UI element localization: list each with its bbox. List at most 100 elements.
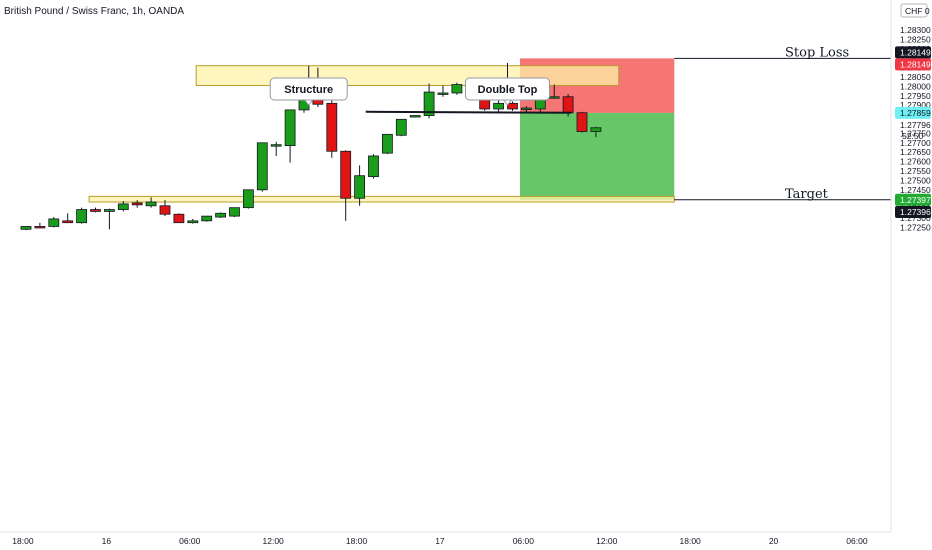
candle (20, 226, 32, 231)
bullish-candle-body (48, 218, 60, 227)
entry-price-tag-text: 1.27859 (900, 108, 931, 118)
bullish-candle-body (423, 91, 435, 116)
bearish-candle-body (340, 150, 352, 199)
y-tick-label: 1.27450 (900, 185, 931, 195)
chart-title: British Pound / Swiss Franc, 1h, OANDA (4, 6, 185, 17)
candle (229, 207, 240, 218)
y-tick-label: 1.27500 (900, 175, 931, 185)
y-tick-label: 1.27550 (900, 166, 931, 176)
target-price-tag-1 (895, 193, 931, 206)
structure-callout-tail (303, 99, 314, 106)
bullish-candle-body (521, 107, 532, 110)
bullish-candle-body (256, 142, 268, 191)
candle (368, 154, 379, 179)
candle (215, 212, 227, 218)
x-tick-label: 18:00 (680, 536, 702, 546)
bearish-candle-body (507, 102, 518, 110)
double-top-callout-text: Double Top (478, 84, 538, 96)
bullish-candle-body (590, 127, 602, 132)
bullish-candle-body (242, 189, 254, 209)
candle (173, 213, 185, 224)
y-tick-label: 1.28000 (900, 81, 931, 91)
candle (62, 213, 74, 224)
candle (409, 115, 421, 118)
y-tick-label: 1.27300 (900, 213, 931, 223)
bullish-candle-body (229, 207, 240, 217)
candle (145, 197, 157, 208)
y-tick-label: 1.27750 (900, 128, 931, 138)
target-label: Target (785, 187, 829, 202)
y-tick-label: 1.27700 (900, 138, 931, 148)
candle (576, 111, 588, 133)
candle (381, 133, 393, 155)
neckline (365, 110, 572, 114)
bullish-candle-body (381, 133, 393, 154)
bullish-candle-body (395, 118, 407, 136)
y-tick-label: 1.27796 (900, 120, 931, 130)
bearish-candle-body (326, 102, 338, 152)
bullish-candle-body (104, 209, 115, 212)
y-tick-label: 1.27650 (900, 147, 931, 157)
candle (159, 200, 171, 217)
x-tick-label: 06:00 (846, 536, 868, 546)
candle (437, 85, 449, 97)
bullish-candle-body (493, 102, 505, 110)
currency-badge (900, 3, 928, 18)
candle (187, 218, 199, 224)
candle (76, 207, 87, 224)
bullish-candle-body (145, 201, 157, 207)
candle (201, 215, 213, 222)
bearish-candle-body (159, 205, 171, 215)
stop-price-tag-1 (895, 46, 931, 59)
x-tick-label: 20 (769, 536, 779, 546)
target-price-tag-2-text: 1.27396 (900, 207, 931, 217)
countdown-label: 52:50 (902, 131, 924, 141)
candle (34, 222, 46, 229)
bullish-candle-body (270, 144, 282, 147)
y-tick-label: 1.28300 (900, 25, 931, 35)
candle (117, 201, 129, 212)
candle (507, 101, 518, 111)
bullish-candle-body (284, 109, 296, 147)
y-tick-label: 1.28250 (900, 34, 931, 44)
stop-loss-label: Stop Loss (785, 45, 849, 60)
candle (131, 200, 143, 208)
bearish-candle-body (90, 209, 101, 212)
target-box (520, 112, 675, 200)
candle (242, 189, 254, 209)
bullish-candle-body (354, 175, 366, 199)
bearish-candle-body (34, 226, 46, 229)
double-top-callout-tail (502, 99, 513, 106)
x-tick-label: 12:00 (263, 536, 285, 546)
x-tick-label: 12:00 (596, 536, 618, 546)
candle (48, 217, 60, 228)
stop-price-tag-2-text: 1.28149 (900, 59, 931, 69)
bullish-candle-body (437, 92, 449, 95)
y-tick-label: 1.27950 (900, 91, 931, 101)
target-price-tag-2 (895, 205, 931, 218)
candle (493, 100, 505, 112)
bullish-candle-body (187, 220, 199, 224)
price-axis (891, 0, 932, 550)
currency-label: CHF 0 (905, 6, 930, 16)
bullish-candle-body (548, 96, 560, 99)
candle (354, 165, 366, 206)
x-tick-label: 16 (102, 536, 112, 546)
bullish-candle-body (201, 215, 213, 222)
bullish-candle-body (20, 226, 32, 230)
candle (340, 150, 352, 221)
bullish-candle-body (368, 155, 379, 178)
bullish-candle-body (409, 115, 421, 118)
y-tick-label: 1.27250 (900, 222, 931, 232)
x-tick-label: 17 (435, 536, 445, 546)
candle (284, 109, 296, 163)
structure-zone (195, 65, 620, 86)
x-tick-label: 06:00 (513, 536, 535, 546)
bullish-candle-body (215, 212, 227, 218)
bearish-candle-body (562, 96, 574, 114)
bearish-candle-body (62, 220, 74, 224)
stop-price-tag-2 (895, 58, 931, 71)
candle (104, 208, 115, 230)
candle (395, 118, 407, 137)
